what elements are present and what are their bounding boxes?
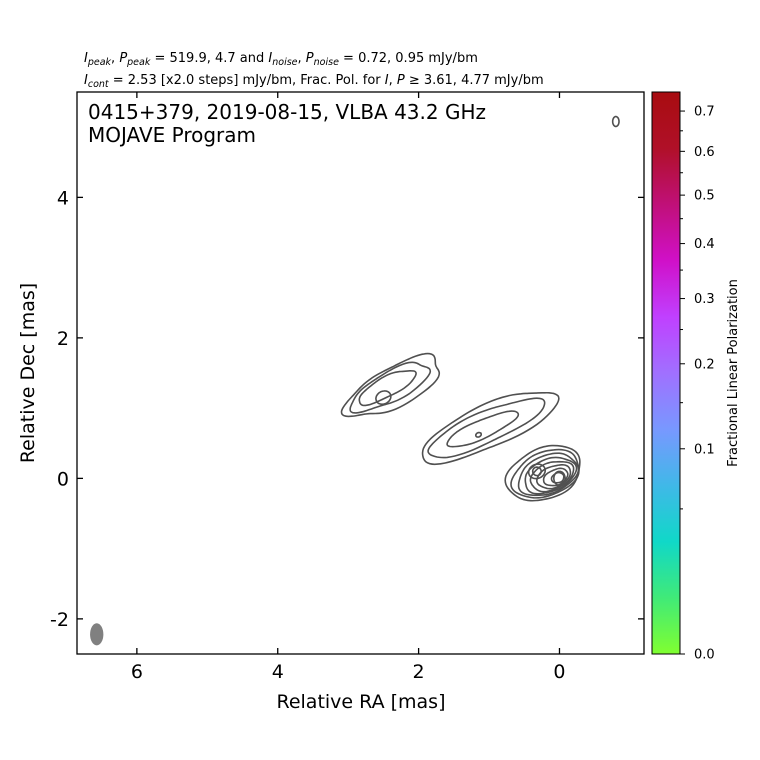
y-tick-label-2: 2	[57, 328, 69, 350]
colorbar-tick-label-0.2: 0.2	[694, 357, 715, 372]
contour-outer-lobe-4	[375, 390, 392, 406]
x-tick-label-4: 4	[272, 661, 284, 683]
contour-core-5	[529, 460, 575, 493]
header-l2-seg5: P	[397, 73, 405, 88]
header-l2-seg1-sub: cont	[88, 79, 110, 90]
header-l1-seg5: I	[268, 51, 272, 66]
contour-core-peak	[552, 470, 566, 487]
y-ticks: 4 2 0 -2	[50, 187, 644, 631]
header-l1-seg7: P	[306, 51, 314, 66]
plot-frame	[76, 91, 645, 655]
header-l1-seg8: = 0.72, 0.95 mJy/bm	[339, 51, 478, 66]
x-tick-label-2: 2	[413, 661, 425, 683]
contour-core-4	[524, 456, 578, 495]
colorbar	[651, 91, 681, 655]
header-l2-seg3: I	[385, 73, 389, 88]
colorbar-tick-label-0.5: 0.5	[694, 189, 715, 204]
contour-outer-lobe-2	[349, 361, 432, 414]
contour-mid-jet-1	[421, 391, 560, 466]
y-tick-label-4: 4	[57, 187, 69, 209]
header-l2-seg1: I	[84, 73, 88, 88]
beam-layer	[90, 623, 104, 646]
y-axis-label: Relative Dec [mas]	[17, 283, 39, 463]
contour-core-6	[536, 463, 572, 490]
contour-core-8	[550, 471, 565, 484]
header-l2-seg4: ,	[389, 73, 397, 88]
beam-ellipse	[90, 623, 104, 646]
header-l1-seg3: P	[119, 51, 127, 66]
colorbar-label: Fractional Linear Polarization	[726, 279, 741, 467]
contour-knot-inner-2	[531, 466, 543, 477]
y-tick-label-0: 0	[57, 468, 69, 490]
annotation-line-1: 0415+379, 2019-08-15, VLBA 43.2 GHz	[88, 100, 486, 124]
contour-knot-inner-1	[527, 463, 546, 480]
header-l1-seg4: = 519.9, 4.7 and	[150, 51, 268, 66]
y-tick-label--2: -2	[50, 609, 69, 631]
contour-mid-jet-4	[474, 431, 483, 438]
header-l2-seg2: = 2.53 [x2.0 steps] mJy/bm, Frac. Pol. f…	[109, 73, 385, 88]
contour-outer-lobe-1	[340, 352, 441, 418]
header-l1-seg2: ,	[111, 51, 119, 66]
header-l2-seg6: ≥ 3.61, 4.77 mJy/bm	[405, 73, 544, 88]
annotation-line-2: MOJAVE Program	[88, 123, 256, 147]
contour-isolated	[611, 115, 620, 128]
header-l1-seg5-sub: noise	[272, 57, 297, 68]
colorbar-ticks: 0.0 0.1 0.2 0.3 0.4 0.5 0.6 0.7	[680, 105, 715, 663]
contour-core-7	[542, 467, 569, 487]
x-tick-label-6: 6	[131, 661, 143, 683]
colorbar-tick-label-0.4: 0.4	[694, 237, 715, 252]
x-tick-label-0: 0	[553, 661, 565, 683]
colorbar-tick-label-0.6: 0.6	[694, 145, 715, 160]
colorbar-tick-label-0.7: 0.7	[694, 105, 715, 120]
header-l1-seg6: ,	[298, 51, 306, 66]
colorbar-tick-label-0.0: 0.0	[694, 648, 715, 663]
contour-core-2	[510, 448, 580, 499]
contour-mid-jet-2	[427, 397, 546, 459]
contour-layer	[340, 115, 620, 502]
x-axis-label: Relative RA [mas]	[276, 691, 445, 713]
header-line-1: Ipeak, Ppeak = 519.9, 4.7 and Inoise, Pn…	[84, 51, 478, 68]
x-ticks: 6 4 2 0	[131, 92, 566, 683]
header-l1-seg3-sub: peak	[126, 57, 151, 68]
contour-core-1	[504, 444, 581, 502]
colorbar-tick-label-0.3: 0.3	[694, 292, 715, 307]
header-l1-seg7-sub: noise	[314, 57, 339, 68]
colorbar-tick-label-0.1: 0.1	[694, 442, 715, 457]
contour-mid-jet-3	[446, 410, 520, 448]
header-line-2: Icont = 2.53 [x2.0 steps] mJy/bm, Frac. …	[84, 73, 544, 90]
contour-core-3	[517, 452, 580, 497]
header-l1-seg1: I	[84, 51, 88, 66]
header-l1-seg1-sub: peak	[87, 57, 112, 68]
